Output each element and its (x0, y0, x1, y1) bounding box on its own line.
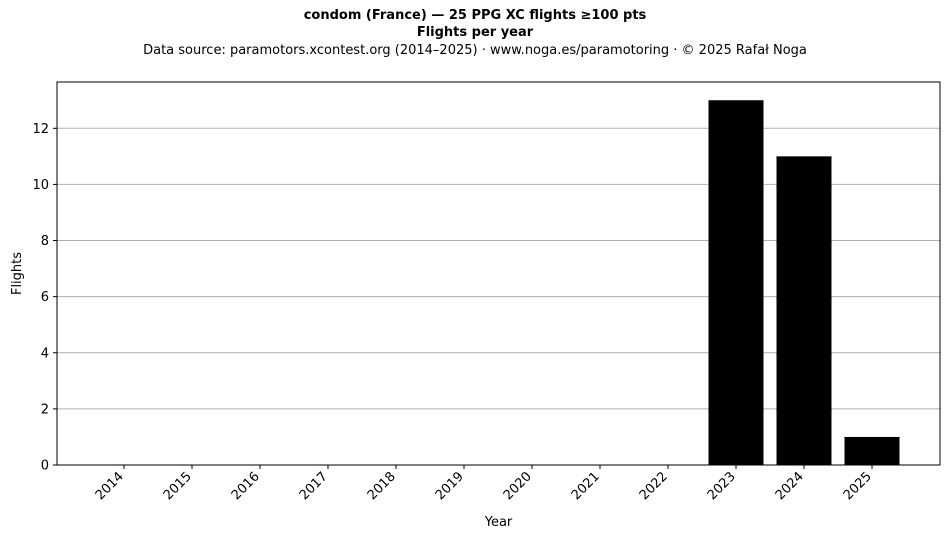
source-note: Data source: paramotors.xcontest.org (20… (143, 43, 807, 58)
x-axis: 2014 2015 2016 2017 2018 2019 2020 2021 2022 2023… (93, 465, 875, 503)
chart-subtitle: Flights per year (416, 25, 534, 40)
x-tick-label: 2019 (433, 469, 467, 503)
plot-frame (56, 81, 941, 466)
x-tick-label: 2022 (637, 469, 671, 503)
y-axis-label: Flights (10, 252, 25, 295)
x-tick-label: 2025 (841, 469, 875, 503)
y-tick-label: 10 (32, 178, 49, 193)
x-tick-label: 2023 (705, 469, 739, 503)
x-tick-label: 2016 (229, 469, 263, 503)
y-tick-label: 2 (41, 402, 49, 417)
y-tick-label: 8 (41, 234, 49, 249)
bar-2025 (844, 436, 900, 465)
x-tick-label: 2021 (569, 469, 603, 503)
x-tick-label: 2014 (93, 469, 127, 503)
y-axis: 0 2 4 6 8 10 12 (32, 122, 57, 474)
x-tick-label: 2017 (297, 469, 331, 503)
bars (708, 100, 900, 465)
x-tick-label: 2020 (501, 469, 535, 503)
x-tick-label: 2015 (161, 469, 195, 503)
y-tick-label: 12 (32, 122, 49, 137)
y-tick-label: 4 (41, 346, 49, 361)
bar-2023 (708, 100, 764, 465)
x-axis-label: Year (484, 515, 513, 530)
y-tick-label: 0 (41, 459, 49, 474)
x-tick-label: 2018 (365, 469, 399, 503)
bar-2024 (776, 156, 832, 465)
y-tick-label: 6 (41, 290, 49, 305)
chart-title: condom (France) — 25 PPG XC flights ≥100… (303, 8, 647, 23)
x-tick-label: 2024 (773, 469, 807, 503)
